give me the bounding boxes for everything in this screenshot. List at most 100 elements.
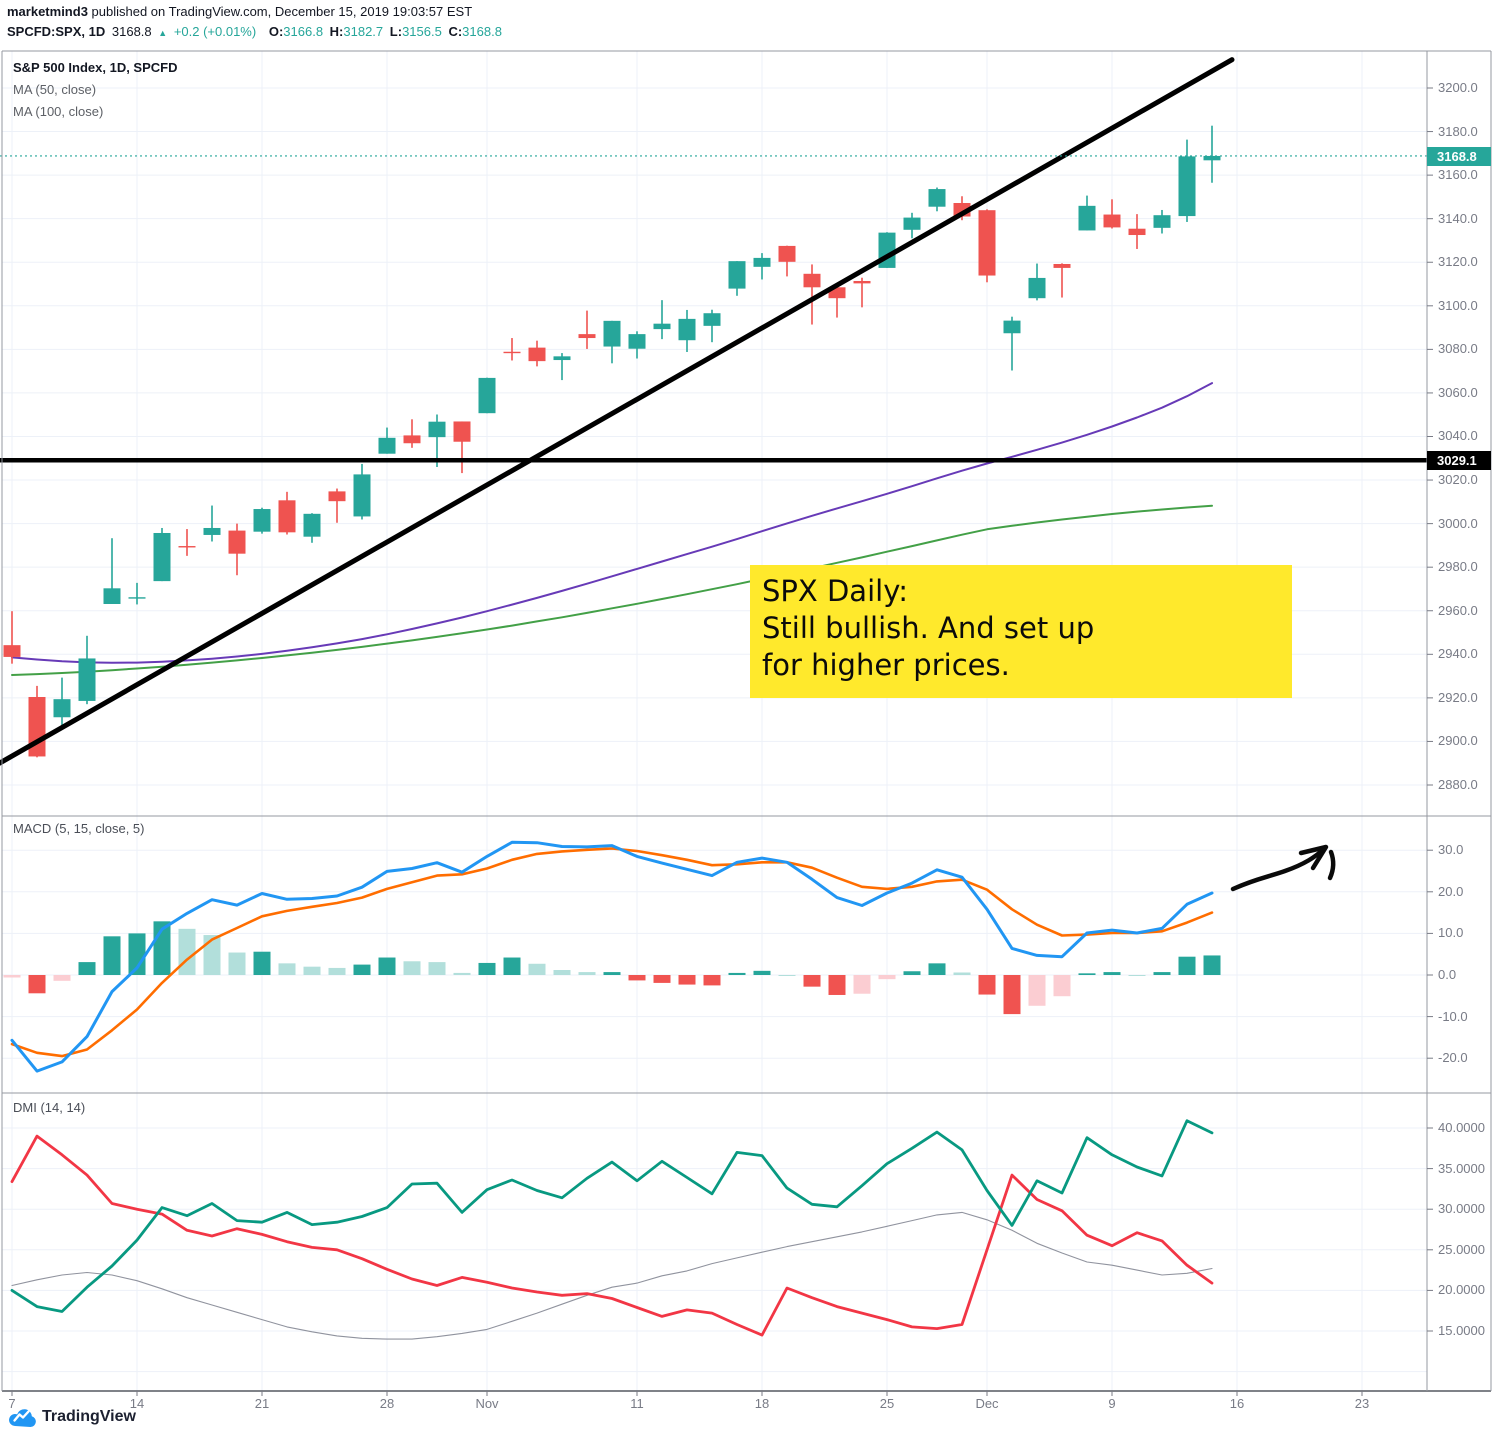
macd-histogram-bar (528, 963, 546, 975)
macd-histogram-bar (478, 962, 496, 975)
candle-body (403, 435, 421, 444)
macd-histogram-bar (78, 962, 96, 975)
candle-body (1128, 228, 1146, 236)
macd-tick-label: 20.0 (1438, 883, 1464, 899)
macd-line (10, 840, 1214, 1073)
candle-body (828, 287, 846, 299)
candle-body (778, 245, 796, 262)
macd-histogram-bar (578, 972, 596, 975)
dmi-tick-label: 25.0000 (1438, 1241, 1485, 1257)
candle-body (378, 437, 396, 454)
byline-text: published on TradingView.com, December 1… (87, 4, 473, 19)
macd-histogram-bar (228, 952, 246, 975)
candle-body (603, 320, 621, 347)
low-value: 3156.5 (402, 24, 442, 39)
time-axis-label: 16 (1229, 1396, 1245, 1411)
macd-histogram-bar (378, 957, 396, 975)
symbol-status-row: SPCFD:SPX, 1D 3168.8 ▲ +0.2 (+0.01%) O:3… (7, 24, 505, 39)
publish-byline: marketmind3 published on TradingView.com… (7, 4, 472, 19)
price-pane[interactable] (2, 51, 1427, 816)
ma100-legend: MA (100, close) (13, 104, 104, 119)
macd-histogram-bar (453, 972, 471, 975)
candle-body (903, 217, 921, 230)
ma100-line (11, 504, 1213, 676)
macd-histogram-bar (503, 957, 521, 975)
macd-histogram-bar (628, 975, 646, 981)
candle-body (678, 318, 696, 341)
tradingview-brand[interactable]: TradingView (8, 1406, 136, 1428)
ma50-line (11, 382, 1213, 664)
macd-histogram-bar (1078, 973, 1096, 975)
macd-pane[interactable] (2, 816, 1427, 1093)
candle-body (853, 280, 871, 284)
price-tick-label: 3160.0 (1438, 167, 1478, 183)
up-arrow-icon: ▲ (158, 28, 168, 38)
dmi-tick-label: 15.0000 (1438, 1323, 1485, 1338)
plus-di-line (10, 1119, 1214, 1313)
candle-body (178, 546, 196, 548)
candle-body (3, 645, 21, 657)
macd-histogram-bar (403, 961, 421, 975)
time-axis-label: 21 (254, 1396, 270, 1411)
time-axis-label: 9 (1108, 1396, 1116, 1411)
macd-histogram-bar (328, 967, 346, 975)
candle-body (753, 257, 771, 267)
candle-body (153, 532, 171, 582)
candle-body (428, 421, 446, 438)
close-value: 3168.8 (462, 24, 502, 39)
time-axis-label: Nov (475, 1396, 499, 1411)
price-tick-label: 3080.0 (1438, 341, 1478, 357)
price-axis[interactable] (1427, 51, 1491, 1391)
note-line-1: SPX Daily: (762, 574, 909, 608)
price-tick-label: 3180.0 (1438, 123, 1478, 139)
price-tick-label: 2940.0 (1438, 646, 1478, 662)
dmi-legend: DMI (14, 14) (13, 1100, 86, 1115)
candle-body (203, 527, 221, 535)
macd-histogram-bar (828, 975, 846, 995)
candle-body (103, 588, 121, 604)
macd-histogram-bar (978, 975, 996, 995)
time-axis-label: 23 (1354, 1396, 1370, 1411)
time-axis-label: Dec (975, 1396, 999, 1411)
candle-body (1203, 155, 1221, 161)
time-axis-label: 7 (8, 1396, 16, 1411)
annotation-note: SPX Daily: Still bullish. And set up for… (750, 565, 1292, 698)
open-value: 3166.8 (283, 24, 324, 39)
candle-body (553, 356, 571, 361)
dmi-pane[interactable] (2, 1093, 1427, 1391)
macd-histogram-bar (903, 971, 921, 975)
macd-histogram-bar (103, 936, 121, 975)
candle-body (503, 351, 521, 354)
candle-body (478, 377, 496, 414)
high-label: H: (329, 24, 344, 39)
candle-body (703, 313, 721, 326)
macd-histogram-bar (728, 972, 746, 975)
macd-histogram-bar (753, 970, 771, 975)
macd-histogram-bar (653, 975, 671, 983)
macd-histogram-bar (953, 972, 971, 975)
macd-histogram-bar (778, 975, 796, 976)
macd-legend: MACD (5, 15, close, 5) (13, 821, 145, 836)
chart-title: S&P 500 Index, 1D, SPCFD (13, 60, 178, 75)
price-tick-label: 3040.0 (1438, 428, 1478, 444)
candle-body (303, 513, 321, 537)
candle-body (578, 334, 596, 339)
macd-tick-label: 10.0 (1438, 925, 1464, 941)
open-label: O: (268, 24, 284, 39)
price-tick-label: 3060.0 (1438, 384, 1478, 400)
price-change: +0.2 (+0.01%) (173, 24, 257, 39)
macd-histogram-bar (3, 975, 21, 978)
price-pane-legend: S&P 500 Index, 1D, SPCFD MA (50, close) … (13, 57, 178, 123)
candle-body (978, 210, 996, 276)
candle-body (1078, 205, 1096, 231)
candle-body (78, 658, 96, 701)
macd-histogram-bar (878, 975, 896, 980)
time-axis[interactable] (2, 1391, 1491, 1412)
candle-body (1003, 320, 1021, 334)
price-tick-label: 3120.0 (1438, 254, 1478, 270)
candle-body (278, 500, 296, 533)
minus-di-line (10, 1134, 1214, 1337)
candle-body (1178, 156, 1196, 217)
macd-histogram-bar (928, 963, 946, 975)
